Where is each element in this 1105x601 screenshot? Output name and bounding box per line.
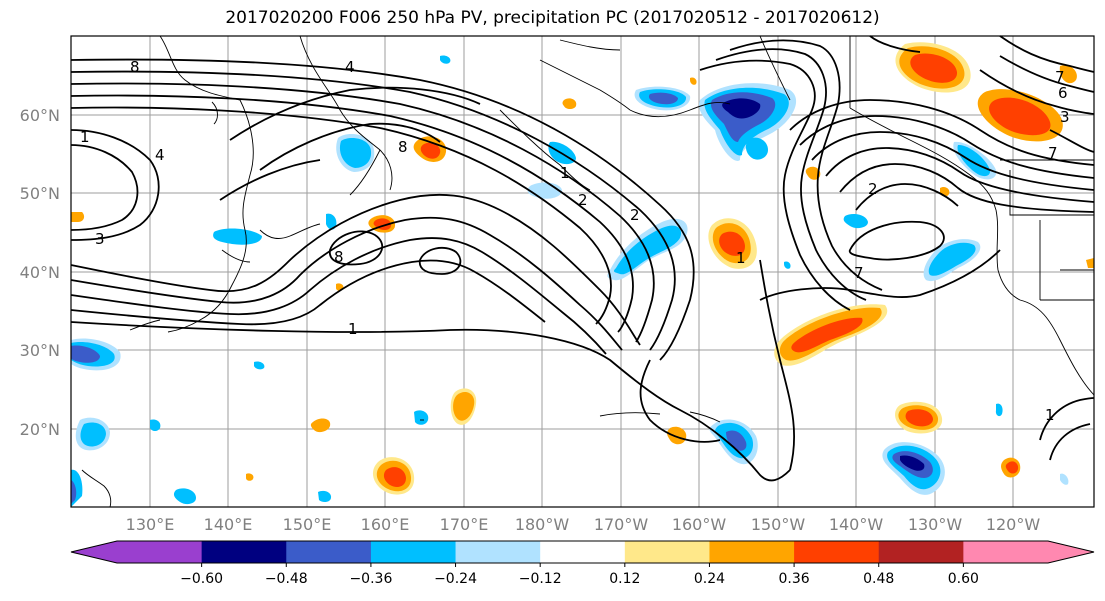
colorbar-tick-label: 0.12 <box>609 571 640 587</box>
contour-label: 7 <box>1048 144 1058 162</box>
colorbar-bin <box>878 541 964 563</box>
colorbar-tick-label: 0.60 <box>948 571 979 587</box>
precip-shading <box>71 42 1094 507</box>
map-title: 2017020200 F006 250 hPa PV, precipitatio… <box>225 8 880 28</box>
colorbar-tick-label: −0.48 <box>265 571 308 587</box>
contour-label: 4 <box>345 58 355 76</box>
contour-label: 7 <box>1055 68 1065 86</box>
colorbar: −0.60 −0.48 −0.36 −0.24 −0.12 0.12 0.24 0.36 0.4… <box>70 540 1095 587</box>
lon-label: 170°W <box>594 515 649 534</box>
contour-label: 1 <box>560 164 570 182</box>
precip-negative-areas <box>71 55 1069 507</box>
lon-label: 130°W <box>908 515 963 534</box>
colorbar-tick-label: −0.12 <box>519 571 562 587</box>
lon-label: 130°E <box>126 515 175 534</box>
contour-label: 8 <box>334 248 344 266</box>
longitude-labels: 130°E 140°E 150°E 160°E 170°E 180°W 170°… <box>126 515 1041 534</box>
colorbar-bin <box>117 541 203 563</box>
lat-label: 30°N <box>20 341 60 360</box>
lon-label: 170°E <box>440 515 489 534</box>
colorbar-tick-label: 0.36 <box>779 571 810 587</box>
colorbar-tick-label: 0.48 <box>863 571 894 587</box>
lon-label: 150°W <box>751 515 806 534</box>
colorbar-bin <box>794 541 880 563</box>
colorbar-bin <box>286 541 372 563</box>
colorbar-bin <box>709 541 795 563</box>
colorbar-under-arrow <box>71 541 117 563</box>
colorbar-ticks: −0.60 −0.48 −0.36 −0.24 −0.12 0.12 0.24 0.36 0.4… <box>180 563 979 587</box>
lat-label: 20°N <box>20 420 60 439</box>
contour-label: 1 <box>1045 406 1055 424</box>
contour-label: 7 <box>854 264 864 282</box>
contour-label: 1 <box>736 249 746 267</box>
colorbar-tick-label: −0.36 <box>349 571 392 587</box>
contour-label: 1 <box>348 320 358 338</box>
colorbar-bin <box>370 541 457 563</box>
lon-label: 160°W <box>672 515 727 534</box>
contour-label: 2 <box>630 206 640 224</box>
lat-label: 40°N <box>20 263 60 282</box>
latitude-labels: 60°N 50°N 40°N 30°N 20°N <box>20 106 60 439</box>
contour-labels: 8 4 1 4 3 2 8 1 1 2 1 2 7 8 1 7 7 6 3 <box>80 58 1070 424</box>
colorbar-tick-label: −0.24 <box>434 571 477 587</box>
contour-label: 3 <box>1060 108 1070 126</box>
colorbar-tick-label: −0.60 <box>180 571 223 587</box>
contour-label: 6 <box>1058 84 1068 102</box>
map-panel: 8 4 1 4 3 2 8 1 1 2 1 2 7 8 1 7 7 6 3 <box>70 35 1095 508</box>
colorbar-tick-label: 0.24 <box>694 571 725 587</box>
pv-contours <box>70 35 1095 482</box>
colorbar-bin <box>455 541 541 563</box>
lon-label: 150°E <box>283 515 332 534</box>
contour-label: 8 <box>130 58 140 76</box>
contour-label: 2 <box>868 180 878 198</box>
colorbar-bin <box>963 541 1049 563</box>
lon-label: 120°W <box>986 515 1041 534</box>
contour-label: 8 <box>398 138 408 156</box>
lon-label: 160°E <box>361 515 410 534</box>
colorbar-over-arrow <box>1048 541 1094 563</box>
colorbar-bin <box>540 541 626 563</box>
contour-label: 3 <box>95 230 105 248</box>
contour-label: 2 <box>578 191 588 209</box>
colorbar-bins <box>117 541 1049 563</box>
contour-label: 4 <box>155 146 165 164</box>
lat-label: 60°N <box>20 106 60 125</box>
map-border <box>70 35 1095 508</box>
precip-positive-areas <box>71 42 1094 495</box>
contour-label: 1 <box>80 128 90 146</box>
lat-label: 50°N <box>20 184 60 203</box>
lon-label: 140°E <box>204 515 253 534</box>
colorbar-bin <box>201 541 287 563</box>
lon-label: 140°W <box>829 515 884 534</box>
lon-label: 180°W <box>515 515 570 534</box>
colorbar-bin <box>624 541 710 563</box>
colorbar-outline <box>70 540 1095 564</box>
